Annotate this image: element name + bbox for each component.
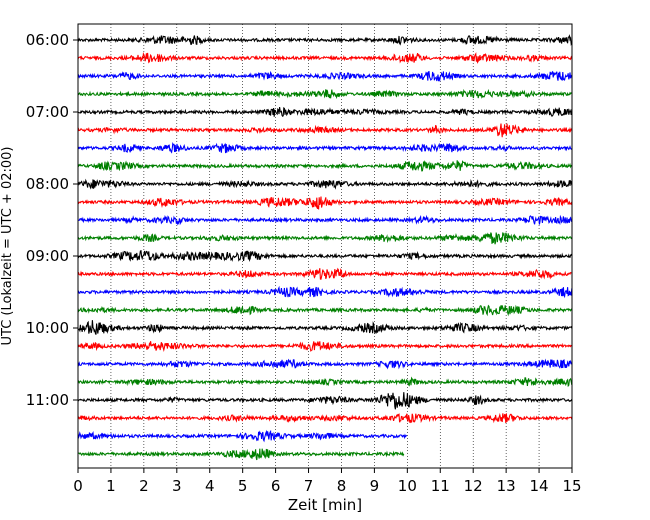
y-tick-label: 08:00 [26, 175, 69, 193]
x-tick-label: 7 [304, 477, 314, 495]
trace-0715 [77, 123, 573, 138]
trace-1130 [77, 429, 408, 443]
y-tick-label: 10:00 [26, 319, 69, 337]
trace-1000 [77, 320, 573, 335]
x-tick-label: 10 [398, 477, 417, 495]
trace-1100 [77, 392, 573, 410]
trace-1015 [77, 340, 572, 352]
x-tick-label: 8 [337, 477, 347, 495]
trace-1145 [77, 448, 405, 461]
x-axis-ticks: 0 1 2 3 4 5 6 7 8 9 10 11 12 13 14 15 [73, 468, 582, 495]
trace-1030 [77, 358, 573, 370]
trace-0700 [77, 106, 573, 118]
x-tick-label: 2 [139, 477, 149, 495]
trace-0830 [77, 214, 573, 226]
trace-0645 [77, 88, 572, 100]
x-tick-label: 3 [172, 477, 182, 495]
x-tick-label: 1 [106, 477, 116, 495]
trace-0815 [77, 196, 573, 210]
trace-0730 [77, 141, 573, 154]
plot-frame [77, 23, 573, 469]
y-tick-label: 09:00 [26, 247, 69, 265]
trace-0845 [77, 232, 573, 245]
seismic-traces [77, 34, 573, 461]
x-tick-label: 9 [370, 477, 380, 495]
x-tick-label: 0 [73, 477, 83, 495]
x-tick-label: 4 [205, 477, 215, 495]
y-tick-label: 11:00 [26, 391, 69, 409]
trace-1115 [77, 412, 573, 424]
x-tick-label: 14 [530, 477, 549, 495]
x-tick-label: 5 [238, 477, 248, 495]
trace-0915 [77, 267, 572, 280]
grid-lines [110, 24, 540, 468]
x-tick-label: 15 [562, 477, 581, 495]
y-axis-label: UTC (Lokalzeit = UTC + 02:00) [0, 147, 15, 346]
trace-0615 [77, 51, 573, 64]
trace-0930 [77, 285, 573, 299]
x-tick-label: 11 [431, 477, 450, 495]
y-axis-ticks: 06:00 07:00 08:00 09:00 10:00 11:00 [26, 31, 78, 409]
x-axis-label: Zeit [min] [288, 496, 362, 514]
trace-1045 [77, 376, 573, 388]
y-tick-label: 07:00 [26, 103, 69, 121]
trace-0600 [77, 34, 573, 46]
trace-0900 [77, 250, 573, 262]
y-tick-label: 06:00 [26, 31, 69, 49]
trace-0745 [77, 160, 573, 172]
x-tick-label: 12 [464, 477, 483, 495]
trace-0945 [77, 304, 573, 317]
trace-0800 [77, 178, 573, 190]
trace-0630 [77, 70, 573, 83]
x-tick-label: 6 [271, 477, 281, 495]
x-tick-label: 13 [497, 477, 516, 495]
